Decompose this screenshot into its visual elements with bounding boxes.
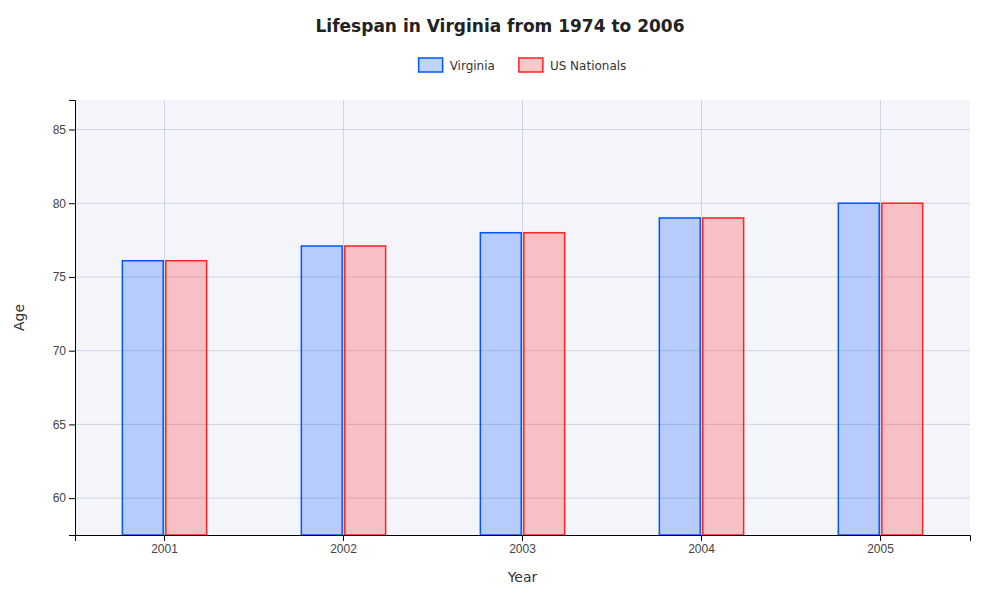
x-tick-label: 2004 xyxy=(688,542,715,556)
legend-item: Virginia xyxy=(419,58,495,73)
y-tick: 85 xyxy=(53,123,75,137)
y-tick-label: 75 xyxy=(53,270,67,284)
bar-series xyxy=(166,203,923,535)
y-tick-label: 70 xyxy=(53,344,67,358)
y-tick-mark xyxy=(69,129,75,130)
x-axis-line xyxy=(76,536,971,542)
chart-container: 2001 2002 2003 2004 2005 60 65 70 75 80 85 Year Age L… xyxy=(0,0,1000,600)
legend-label: US Nationals xyxy=(550,59,626,73)
x-tick-label: 2002 xyxy=(330,542,357,556)
y-axis-title: Age xyxy=(11,304,27,331)
bar-series xyxy=(122,203,879,535)
y-axis-line xyxy=(69,101,76,536)
chart-svg: 2001 2002 2003 2004 2005 60 65 70 75 80 85 Year Age L… xyxy=(0,0,1000,600)
bar xyxy=(480,233,521,535)
y-tick-label: 60 xyxy=(53,491,67,505)
x-tick: 2002 xyxy=(330,535,357,556)
bars xyxy=(122,203,922,535)
legend: Virginia US Nationals xyxy=(419,58,627,73)
x-tick-mark xyxy=(880,535,881,541)
y-tick: 75 xyxy=(53,270,75,284)
y-tick: 70 xyxy=(53,344,75,358)
y-tick-mark xyxy=(69,277,75,278)
legend-swatch xyxy=(519,58,543,72)
grid-line-x xyxy=(880,100,881,535)
x-axis-title: Year xyxy=(507,569,538,585)
legend-swatch xyxy=(419,58,443,72)
x-tick-label: 2003 xyxy=(509,542,536,556)
bar xyxy=(838,203,879,535)
bar xyxy=(166,261,207,535)
grid-line-x xyxy=(164,100,165,535)
x-tick: 2005 xyxy=(867,535,894,556)
x-tick-mark xyxy=(701,535,702,541)
y-axis: 60 65 70 75 80 85 xyxy=(53,101,76,536)
x-tick-mark xyxy=(343,535,344,541)
legend-label: Virginia xyxy=(450,59,495,73)
bar xyxy=(659,218,700,535)
x-tick-label: 2005 xyxy=(867,542,894,556)
grid-line-x xyxy=(701,100,702,535)
bar xyxy=(524,233,565,535)
x-tick-mark xyxy=(522,535,523,541)
y-tick: 65 xyxy=(53,418,75,432)
y-tick: 80 xyxy=(53,197,75,211)
y-tick-mark xyxy=(69,351,75,352)
y-tick-mark xyxy=(69,203,75,204)
plot-background xyxy=(75,100,970,535)
legend-item: US Nationals xyxy=(519,58,626,73)
grid xyxy=(75,100,970,535)
x-tick: 2001 xyxy=(151,535,178,556)
y-tick: 60 xyxy=(53,491,75,505)
bar xyxy=(703,218,744,535)
y-tick-mark xyxy=(69,498,75,499)
bar xyxy=(345,246,386,535)
y-tick-label: 85 xyxy=(53,123,67,137)
grid-line-x xyxy=(522,100,523,535)
y-tick-mark xyxy=(69,424,75,425)
y-tick-label: 65 xyxy=(53,418,67,432)
x-tick-mark xyxy=(164,535,165,541)
x-tick-label: 2001 xyxy=(151,542,178,556)
bar xyxy=(301,246,342,535)
x-axis: 2001 2002 2003 2004 2005 xyxy=(76,535,971,556)
x-tick: 2004 xyxy=(688,535,715,556)
grid-line-x xyxy=(343,100,344,535)
bar xyxy=(882,203,923,535)
bar xyxy=(122,261,163,535)
x-tick: 2003 xyxy=(509,535,536,556)
chart-title: Lifespan in Virginia from 1974 to 2006 xyxy=(316,16,685,36)
y-tick-label: 80 xyxy=(53,197,67,211)
